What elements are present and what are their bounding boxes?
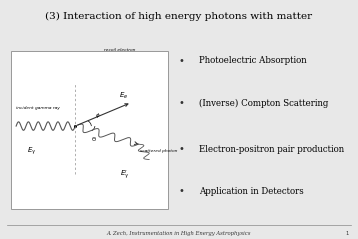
Text: Photoelectric Absorption: Photoelectric Absorption <box>199 56 306 65</box>
FancyBboxPatch shape <box>11 51 168 209</box>
Text: $\Theta$: $\Theta$ <box>91 135 97 142</box>
Text: (3) Interaction of high energy photons with matter: (3) Interaction of high energy photons w… <box>45 12 313 21</box>
Text: •: • <box>179 144 185 154</box>
Text: incident gamma ray: incident gamma ray <box>16 106 60 110</box>
Text: $E_{\gamma}'$: $E_{\gamma}'$ <box>121 169 130 182</box>
Text: recoil electron: recoil electron <box>104 48 135 52</box>
Text: $E_e$: $E_e$ <box>119 91 128 101</box>
Text: •: • <box>179 186 185 196</box>
Text: $\phi$: $\phi$ <box>95 111 100 120</box>
Text: $E_\gamma$: $E_\gamma$ <box>27 146 37 157</box>
Text: Application in Detectors: Application in Detectors <box>199 187 304 196</box>
Text: •: • <box>179 56 185 66</box>
Text: A. Zech, Instrumentation in High Energy Astrophysics: A. Zech, Instrumentation in High Energy … <box>107 232 251 236</box>
Text: •: • <box>179 98 185 108</box>
Text: scattered photon: scattered photon <box>140 149 178 153</box>
Text: 1: 1 <box>346 232 349 236</box>
Text: (Inverse) Compton Scattering: (Inverse) Compton Scattering <box>199 98 328 108</box>
Text: Electron-positron pair production: Electron-positron pair production <box>199 145 344 154</box>
